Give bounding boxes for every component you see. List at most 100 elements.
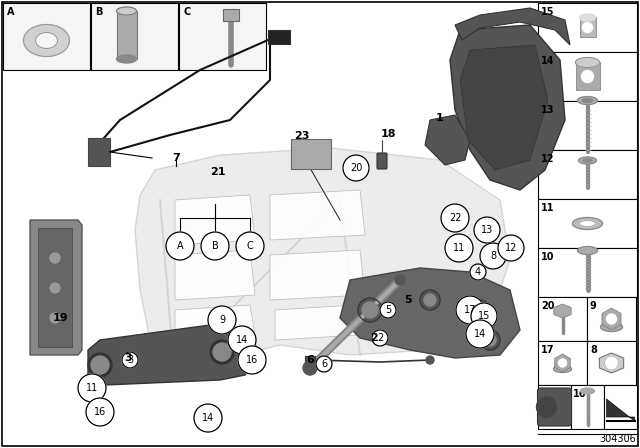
Text: 14: 14 bbox=[202, 413, 214, 423]
Circle shape bbox=[50, 253, 60, 263]
Bar bbox=[575, 63, 600, 90]
Text: 3: 3 bbox=[124, 353, 132, 363]
Circle shape bbox=[607, 314, 616, 324]
Circle shape bbox=[372, 330, 388, 346]
Circle shape bbox=[466, 320, 494, 348]
Ellipse shape bbox=[600, 323, 623, 332]
Circle shape bbox=[420, 290, 440, 310]
Ellipse shape bbox=[579, 157, 596, 164]
Circle shape bbox=[484, 334, 496, 346]
Circle shape bbox=[474, 304, 486, 316]
Text: 22: 22 bbox=[449, 213, 461, 223]
Text: 23: 23 bbox=[294, 131, 310, 141]
Text: 14: 14 bbox=[541, 56, 554, 66]
Text: 13: 13 bbox=[481, 225, 493, 235]
Polygon shape bbox=[554, 304, 571, 318]
Bar bbox=[538, 297, 587, 341]
Text: 11: 11 bbox=[86, 383, 98, 393]
Bar bbox=[223, 9, 239, 21]
Text: 9: 9 bbox=[590, 301, 596, 311]
Text: 18: 18 bbox=[380, 129, 396, 139]
Text: 304306: 304306 bbox=[599, 434, 636, 444]
Ellipse shape bbox=[583, 159, 592, 162]
Circle shape bbox=[213, 343, 231, 361]
Polygon shape bbox=[175, 195, 255, 245]
Circle shape bbox=[166, 232, 194, 260]
Polygon shape bbox=[600, 353, 623, 373]
Circle shape bbox=[208, 306, 236, 334]
Polygon shape bbox=[275, 305, 360, 340]
Ellipse shape bbox=[573, 217, 602, 229]
Text: 16: 16 bbox=[573, 389, 586, 399]
Text: 9: 9 bbox=[219, 315, 225, 325]
Bar bbox=[116, 11, 136, 59]
Circle shape bbox=[605, 356, 618, 370]
Bar bbox=[538, 341, 587, 385]
Text: 5: 5 bbox=[385, 305, 391, 315]
Text: 12: 12 bbox=[541, 154, 554, 164]
Circle shape bbox=[498, 235, 524, 261]
Circle shape bbox=[358, 298, 382, 322]
Circle shape bbox=[441, 204, 469, 232]
Text: 4: 4 bbox=[475, 267, 481, 277]
Polygon shape bbox=[135, 148, 510, 380]
Circle shape bbox=[582, 22, 593, 33]
Text: 20: 20 bbox=[350, 163, 362, 173]
Ellipse shape bbox=[116, 7, 136, 15]
Circle shape bbox=[395, 275, 405, 285]
Text: 2: 2 bbox=[377, 333, 383, 343]
Circle shape bbox=[380, 302, 396, 318]
Bar bbox=[538, 52, 637, 101]
Bar bbox=[579, 17, 595, 38]
Circle shape bbox=[238, 342, 258, 362]
Ellipse shape bbox=[579, 14, 595, 21]
Bar bbox=[538, 150, 637, 199]
Text: 17: 17 bbox=[541, 345, 554, 355]
Polygon shape bbox=[555, 354, 570, 372]
Bar bbox=[604, 385, 637, 429]
Polygon shape bbox=[450, 25, 565, 190]
Polygon shape bbox=[38, 228, 72, 347]
Bar bbox=[538, 3, 637, 52]
Circle shape bbox=[343, 155, 369, 181]
Ellipse shape bbox=[577, 246, 598, 254]
Polygon shape bbox=[602, 308, 621, 330]
Text: 21: 21 bbox=[211, 167, 226, 177]
Polygon shape bbox=[30, 220, 82, 355]
Circle shape bbox=[50, 283, 60, 293]
Circle shape bbox=[50, 313, 60, 323]
Text: 2: 2 bbox=[370, 333, 378, 343]
Polygon shape bbox=[175, 305, 255, 340]
Ellipse shape bbox=[580, 388, 595, 394]
Ellipse shape bbox=[582, 99, 593, 103]
Circle shape bbox=[241, 345, 255, 359]
Bar bbox=[587, 341, 636, 385]
Bar bbox=[538, 248, 637, 297]
Text: 20: 20 bbox=[541, 301, 554, 311]
Text: B: B bbox=[212, 241, 218, 251]
Circle shape bbox=[201, 232, 229, 260]
Text: B: B bbox=[95, 7, 102, 17]
Bar bbox=[538, 101, 637, 150]
Polygon shape bbox=[455, 8, 570, 45]
Circle shape bbox=[238, 346, 266, 374]
Text: 8: 8 bbox=[590, 345, 597, 355]
Text: A: A bbox=[177, 241, 183, 251]
Circle shape bbox=[194, 404, 222, 432]
Circle shape bbox=[86, 398, 114, 426]
Text: 5: 5 bbox=[404, 295, 412, 305]
Text: 7: 7 bbox=[172, 153, 180, 163]
Circle shape bbox=[480, 243, 506, 269]
Circle shape bbox=[228, 326, 256, 354]
Text: 19: 19 bbox=[52, 313, 68, 323]
Text: 15: 15 bbox=[541, 7, 554, 17]
Bar bbox=[538, 385, 571, 429]
Circle shape bbox=[536, 397, 557, 417]
Polygon shape bbox=[270, 250, 365, 300]
Ellipse shape bbox=[35, 33, 58, 48]
Text: 1: 1 bbox=[436, 113, 444, 123]
Polygon shape bbox=[340, 268, 520, 358]
Polygon shape bbox=[270, 190, 365, 240]
Ellipse shape bbox=[116, 55, 136, 63]
Polygon shape bbox=[425, 115, 470, 165]
